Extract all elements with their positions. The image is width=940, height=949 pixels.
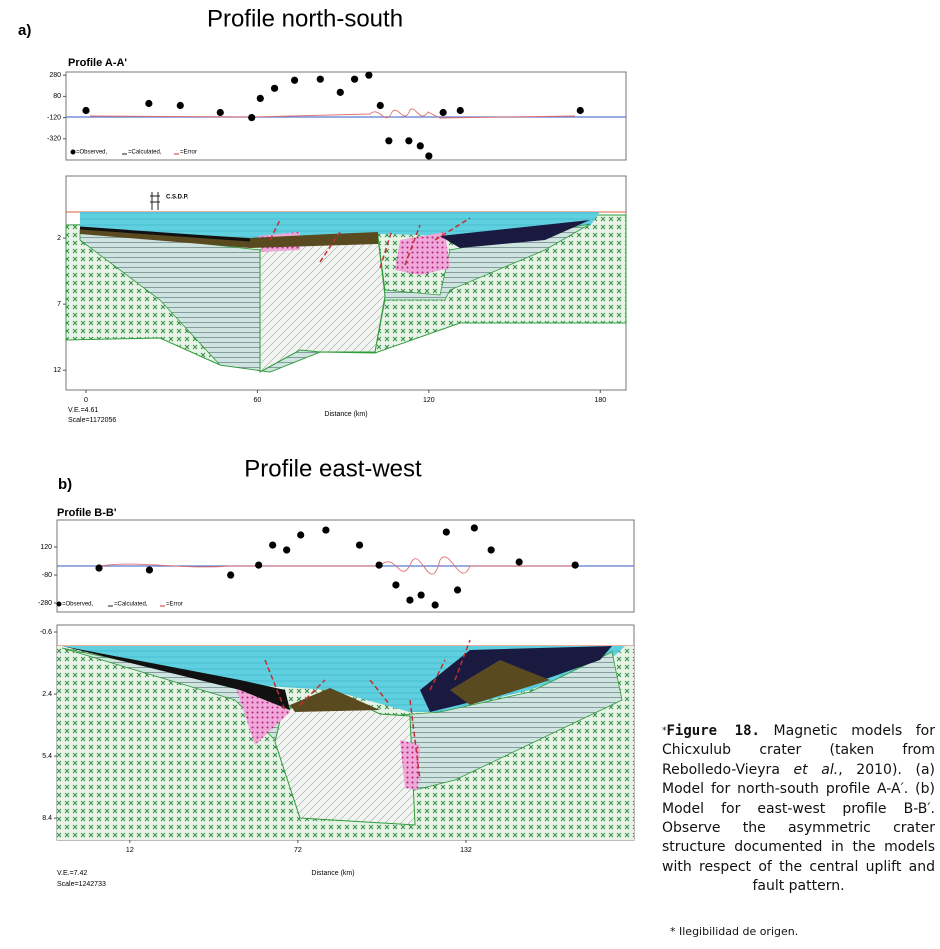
ve-label: V.E.=7.42 xyxy=(57,870,87,877)
annotation: C.S.D.P. xyxy=(166,195,189,201)
observed-point xyxy=(255,561,263,569)
legend-label: =Error xyxy=(180,150,197,156)
y-tick-label: 8.4 xyxy=(42,815,52,822)
observed-point xyxy=(269,541,277,549)
observed-point xyxy=(145,566,154,574)
x-tick-label: 180 xyxy=(594,397,606,404)
observed-point xyxy=(176,101,184,110)
observed-point xyxy=(442,528,450,536)
observed-point xyxy=(145,99,153,108)
y-tick-label: 7 xyxy=(57,301,61,308)
observed-point xyxy=(487,546,495,554)
x-tick-label: 120 xyxy=(423,397,435,404)
profile-label: Profile B-B' xyxy=(57,507,117,519)
observed-point xyxy=(456,106,464,115)
y-tick-label: 120 xyxy=(40,544,52,551)
legend-label: =Calculated, xyxy=(128,150,162,156)
observed-point xyxy=(365,71,373,79)
error-curve xyxy=(89,108,576,119)
y-tick-label: -0.6 xyxy=(40,629,52,636)
observed-point xyxy=(290,76,299,84)
x-tick-label: 72 xyxy=(294,847,302,854)
observed-point xyxy=(82,106,90,115)
y-tick-label: 5.4 xyxy=(42,753,52,760)
geology xyxy=(57,639,634,840)
observed-point xyxy=(355,541,364,549)
observed-point xyxy=(316,75,324,83)
observed-point xyxy=(439,108,447,117)
observed-point xyxy=(283,546,291,554)
observed-point xyxy=(248,113,256,122)
observed-point xyxy=(406,596,414,604)
panel-label: a) xyxy=(18,22,31,39)
y-tick-label: -80 xyxy=(42,572,52,579)
observed-point xyxy=(375,561,383,569)
caption: *Figure 18. Magnetic models for Chicxulu… xyxy=(662,722,935,897)
observed-point xyxy=(216,108,224,117)
caption-text: , 2010). (a) Model for north-south profi… xyxy=(662,761,935,895)
legend-label: =Error xyxy=(166,602,183,608)
observed-point xyxy=(416,142,424,150)
observed-point xyxy=(336,88,344,96)
observed-point xyxy=(470,524,478,532)
y-tick-label: 280 xyxy=(49,72,61,79)
observed-point xyxy=(270,84,279,92)
y-tick-label: 2 xyxy=(57,235,61,242)
panel-title: Profile east-west xyxy=(244,455,422,482)
observed-point xyxy=(431,601,439,609)
ve-label: V.E.=4.61 xyxy=(68,407,98,414)
caption-marker: * xyxy=(662,726,667,736)
observed-point xyxy=(425,152,433,160)
observed-point xyxy=(350,75,359,83)
observed-point xyxy=(571,561,579,569)
x-tick-label: 12 xyxy=(126,847,134,854)
footnote: * Ilegibilidad de origen. xyxy=(670,925,799,938)
panel-title: Profile north-south xyxy=(207,5,403,32)
y-tick-label: -120 xyxy=(47,114,61,121)
x-axis-label: Distance (km) xyxy=(311,870,354,877)
y-tick-label: 12 xyxy=(53,367,61,374)
observed-point xyxy=(385,137,393,145)
x-tick-label: 0 xyxy=(84,397,88,404)
y-tick-label: -320 xyxy=(47,136,61,143)
observed-point xyxy=(376,101,384,110)
legend-symbol xyxy=(70,149,76,155)
legend-label: =Calculated, xyxy=(114,602,148,608)
observed-point xyxy=(297,531,305,539)
caption-label: Figure 18. xyxy=(666,723,760,739)
caption-italic: et al. xyxy=(793,761,839,778)
observed-point xyxy=(227,571,235,579)
x-tick-label: 132 xyxy=(460,847,472,854)
observed-point xyxy=(95,564,103,572)
scale-label: Scale=1242733 xyxy=(57,881,106,888)
y-tick-label: 80 xyxy=(53,93,61,100)
geology xyxy=(65,192,627,373)
observed-point xyxy=(322,526,330,534)
observed-point xyxy=(405,137,413,145)
observed-point xyxy=(453,586,462,594)
legend-label: =Observed, xyxy=(76,150,108,156)
observed-point xyxy=(417,591,425,599)
error-curve xyxy=(99,556,575,575)
legend-label: =Observed, xyxy=(62,602,94,608)
x-axis-label: Distance (km) xyxy=(324,411,367,418)
observed-point xyxy=(392,581,400,589)
observed-point xyxy=(256,94,264,102)
x-tick-label: 60 xyxy=(254,397,262,404)
observed-point xyxy=(576,106,584,115)
observed-point xyxy=(515,558,523,566)
scale-label: Scale=1172056 xyxy=(68,417,116,424)
panel-label: b) xyxy=(58,476,72,493)
caption-text: Magnetic models for Chicxulub crater (ta… xyxy=(662,723,935,778)
profile-label: Profile A-A' xyxy=(68,57,127,69)
y-tick-label: 2.4 xyxy=(42,691,52,698)
legend-symbol xyxy=(56,601,62,607)
y-tick-label: -280 xyxy=(38,600,52,607)
